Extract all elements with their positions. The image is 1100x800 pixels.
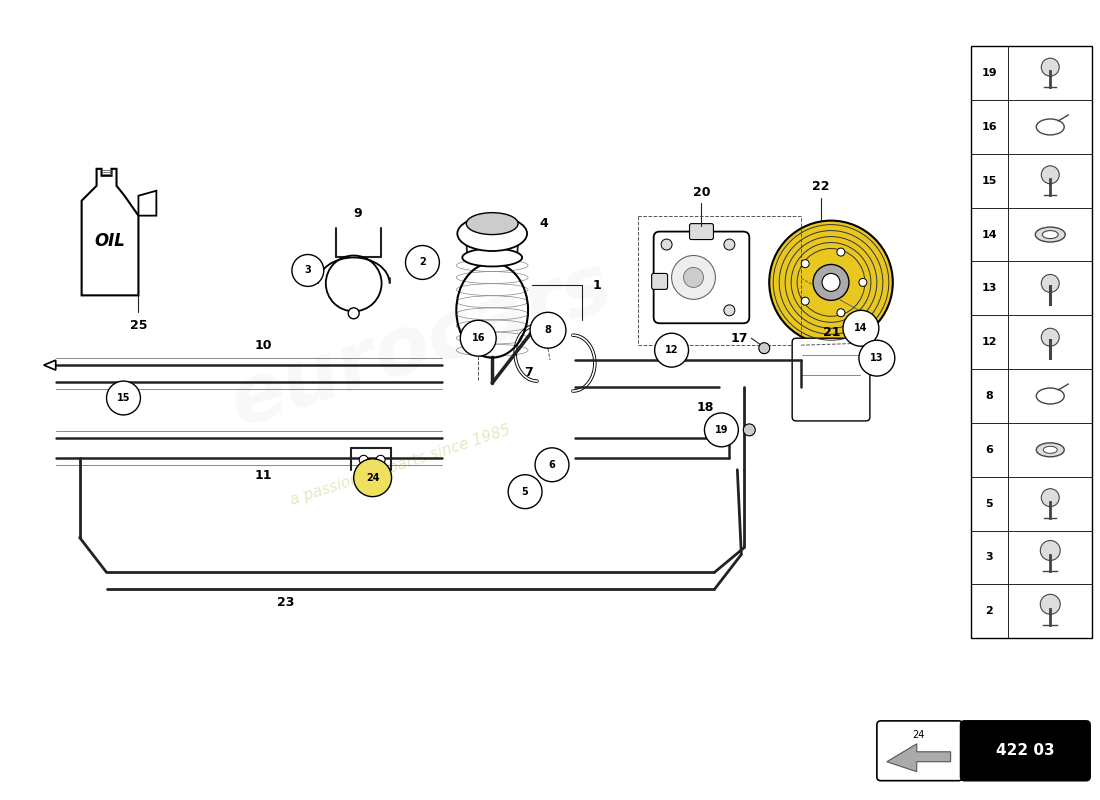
Ellipse shape [1035, 227, 1065, 242]
Ellipse shape [462, 249, 522, 266]
Circle shape [1041, 541, 1060, 561]
FancyBboxPatch shape [960, 721, 1090, 781]
Circle shape [508, 474, 542, 509]
Ellipse shape [1043, 230, 1058, 238]
Circle shape [354, 458, 392, 497]
Circle shape [724, 239, 735, 250]
Bar [970, 46, 1092, 638]
Text: 12: 12 [664, 345, 679, 355]
Circle shape [837, 309, 845, 317]
Circle shape [801, 297, 810, 305]
Polygon shape [44, 360, 56, 370]
Circle shape [744, 424, 756, 436]
FancyBboxPatch shape [877, 721, 962, 781]
Text: 3: 3 [986, 553, 993, 562]
Circle shape [360, 455, 368, 464]
Text: a passion for parts since 1985: a passion for parts since 1985 [288, 422, 513, 507]
Circle shape [107, 381, 141, 415]
Text: 6: 6 [549, 460, 556, 470]
Text: 15: 15 [117, 393, 130, 403]
Text: 17: 17 [730, 332, 748, 345]
Text: 9: 9 [353, 207, 362, 220]
Text: 6: 6 [986, 445, 993, 455]
Text: 5: 5 [521, 486, 528, 497]
Text: 22: 22 [812, 180, 829, 194]
Text: 15: 15 [982, 176, 998, 186]
Text: 18: 18 [696, 402, 714, 414]
Text: 16: 16 [472, 334, 485, 343]
Circle shape [822, 274, 840, 291]
Circle shape [654, 334, 689, 367]
Circle shape [326, 255, 382, 311]
Text: 7: 7 [524, 366, 532, 378]
Text: 2: 2 [986, 606, 993, 616]
Text: 25: 25 [130, 318, 147, 332]
Circle shape [460, 320, 496, 356]
Text: 4: 4 [540, 217, 549, 230]
Text: OIL: OIL [95, 231, 125, 250]
Text: 1: 1 [593, 279, 602, 292]
Circle shape [349, 308, 360, 318]
FancyBboxPatch shape [653, 231, 749, 323]
Circle shape [1042, 489, 1059, 506]
Text: 8: 8 [986, 391, 993, 401]
Circle shape [769, 221, 893, 344]
Text: 16: 16 [981, 122, 998, 132]
Text: 19: 19 [981, 68, 998, 78]
Ellipse shape [458, 216, 527, 251]
Ellipse shape [1043, 446, 1057, 454]
Text: 2: 2 [419, 258, 426, 267]
Polygon shape [139, 190, 156, 216]
FancyBboxPatch shape [651, 274, 668, 290]
Circle shape [843, 310, 879, 346]
Circle shape [859, 278, 867, 286]
Text: 14: 14 [981, 230, 998, 239]
FancyBboxPatch shape [792, 338, 870, 421]
Circle shape [406, 246, 439, 279]
Text: 19: 19 [715, 425, 728, 435]
Circle shape [1041, 594, 1060, 614]
Circle shape [1042, 274, 1059, 292]
Circle shape [661, 239, 672, 250]
Text: 5: 5 [986, 498, 993, 509]
Text: 8: 8 [544, 326, 551, 335]
Circle shape [759, 342, 770, 354]
Ellipse shape [1036, 443, 1064, 457]
Text: 3: 3 [305, 266, 311, 275]
Text: 10: 10 [254, 338, 272, 352]
Polygon shape [887, 744, 950, 772]
Text: 24: 24 [366, 473, 379, 482]
Circle shape [704, 413, 738, 447]
Circle shape [724, 305, 735, 316]
Text: 21: 21 [823, 326, 840, 338]
Polygon shape [81, 169, 139, 295]
Text: 11: 11 [254, 470, 272, 482]
Circle shape [292, 254, 323, 286]
Text: 23: 23 [277, 596, 295, 609]
Text: 14: 14 [855, 323, 868, 334]
Text: 13: 13 [982, 283, 998, 294]
Circle shape [801, 260, 810, 268]
Text: 13: 13 [870, 353, 883, 363]
Circle shape [672, 255, 715, 299]
Circle shape [683, 267, 704, 287]
Circle shape [859, 340, 894, 376]
Circle shape [1042, 58, 1059, 76]
Text: 20: 20 [693, 186, 711, 199]
Text: 24: 24 [913, 730, 925, 740]
Circle shape [535, 448, 569, 482]
Circle shape [530, 312, 565, 348]
Circle shape [837, 248, 845, 256]
Circle shape [376, 455, 385, 464]
Ellipse shape [466, 213, 518, 234]
Text: 12: 12 [981, 338, 998, 347]
Text: 422 03: 422 03 [996, 743, 1055, 758]
Text: eurocars: eurocars [220, 247, 622, 443]
FancyBboxPatch shape [690, 224, 714, 239]
Circle shape [1042, 328, 1059, 346]
Circle shape [1042, 166, 1059, 184]
Circle shape [813, 265, 849, 300]
